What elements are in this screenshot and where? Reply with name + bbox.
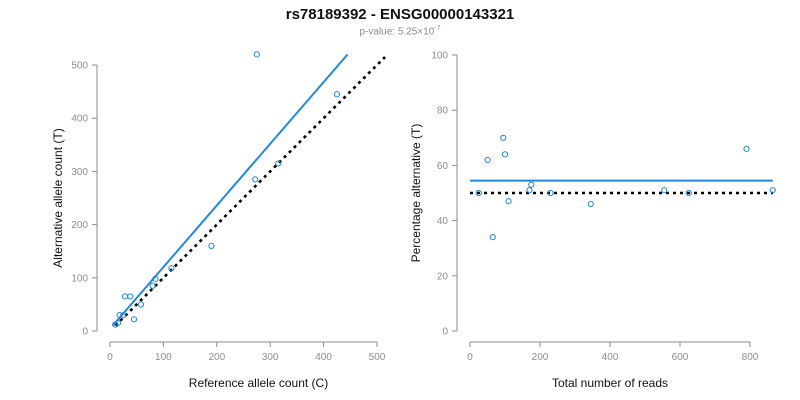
x-tick-label: 800 [742,352,759,363]
x-tick-label: 500 [369,352,386,363]
y-axis: 0 20 40 60 80 100 [431,51,458,338]
x-tick-label: 0 [107,352,113,363]
data-point [528,181,535,188]
reference-line [114,56,386,327]
data-point [505,198,512,205]
y-tick-label: 0 [442,327,448,338]
data-point [661,187,668,194]
fit-line [111,53,349,327]
x-axis: 0 200 400 600 800 [467,341,759,363]
y-tick-label: 500 [71,61,88,72]
y-tick-label: 20 [437,271,449,282]
x-axis: 0 100 200 300 400 500 [107,341,386,363]
x-tick-label: 200 [532,352,549,363]
left-panel-allele-counts: 0 100 200 300 400 500 0 100 200 300 400 500 Referenc… [51,51,386,390]
x-tick-label: 100 [155,352,172,363]
data-point [501,151,509,158]
data-point [333,91,341,98]
y-tick-label: 400 [71,114,88,125]
y-tick-label: 300 [71,167,88,178]
y-tick-label: 60 [437,161,449,172]
y-tick-label: 100 [71,273,88,284]
data-point [484,156,491,163]
y-tick-label: 100 [431,51,448,62]
data-point [168,265,175,272]
data-point [116,311,123,319]
data-point [130,316,138,323]
x-tick-label: 400 [602,352,619,363]
data-point [137,301,145,308]
p-value-text: p-value: 5.25×10 [359,26,435,38]
data-point [275,160,282,167]
data-point [526,187,533,194]
data-point [685,189,692,197]
data-point [587,200,594,208]
data-point [208,242,215,249]
data-point [743,145,750,152]
x-tick-label: 400 [315,352,332,363]
y-tick-label: 80 [437,106,449,117]
p-value-exponent: -7 [434,25,441,32]
data-point [121,293,129,300]
data-point [120,311,127,319]
x-axis-title: Total number of reads [552,376,668,390]
y-tick-label: 0 [82,327,88,338]
data-point [475,189,482,197]
y-tick-label: 40 [437,216,449,227]
x-tick-label: 600 [672,352,689,363]
x-tick-label: 200 [208,352,225,363]
y-axis-title: Alternative allele count (T) [51,128,65,267]
data-point [149,282,156,289]
data-point [253,51,260,58]
data-point [489,234,496,241]
data-point [152,275,159,282]
data-point [127,293,134,300]
x-tick-label: 300 [262,352,279,363]
data-point [547,189,554,197]
chart-subtitle: p-value: 5.25×10-7 [0,25,800,37]
data-point [114,319,122,327]
data-point [252,176,259,183]
y-axis-title: Percentage alternative (T) [409,124,423,263]
y-axis: 0 100 200 300 400 500 [71,61,98,338]
right-panel-percentage-alternative: 0 200 400 600 800 0 20 40 60 80 100 Total number of… [409,51,776,390]
x-axis-title: Reference allele count (C) [189,376,328,390]
chart-title: rs78189392 - ENSG00000143321 [285,6,515,23]
data-point [500,134,507,141]
y-tick-label: 200 [71,220,88,231]
x-tick-label: 0 [467,352,473,363]
data-point [769,187,776,194]
